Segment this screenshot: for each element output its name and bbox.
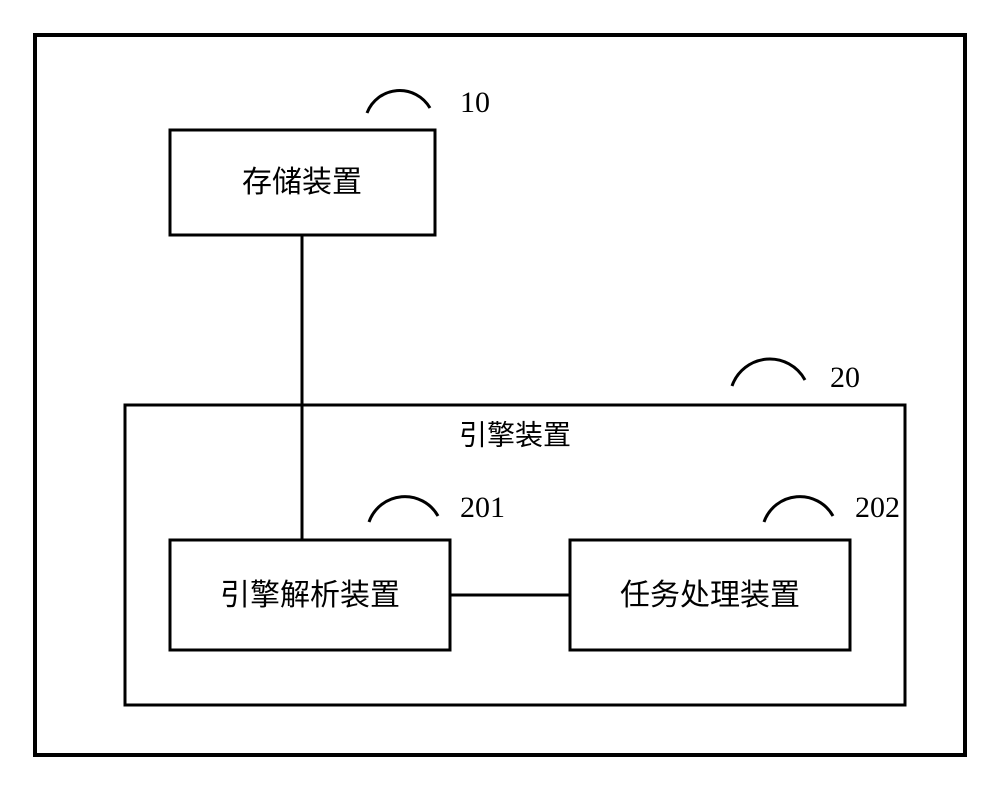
task-processor-ref: 202 bbox=[855, 491, 900, 524]
diagram-canvas: 存储装置 10 引擎装置 20 引擎解析装置 201 任务处理装置 202 bbox=[0, 0, 1000, 790]
engine-parser-ref: 201 bbox=[460, 491, 505, 524]
task-processor-label: 任务处理装置 bbox=[620, 579, 800, 612]
engine-ref: 20 bbox=[830, 361, 860, 394]
engine-title: 引擎装置 bbox=[459, 419, 571, 451]
storage-ref-leader bbox=[367, 91, 430, 113]
engine-parser-label: 引擎解析装置 bbox=[220, 579, 400, 612]
storage-label: 存储装置 bbox=[242, 166, 362, 199]
engine-ref-leader bbox=[732, 359, 805, 386]
storage-ref: 10 bbox=[460, 86, 490, 119]
